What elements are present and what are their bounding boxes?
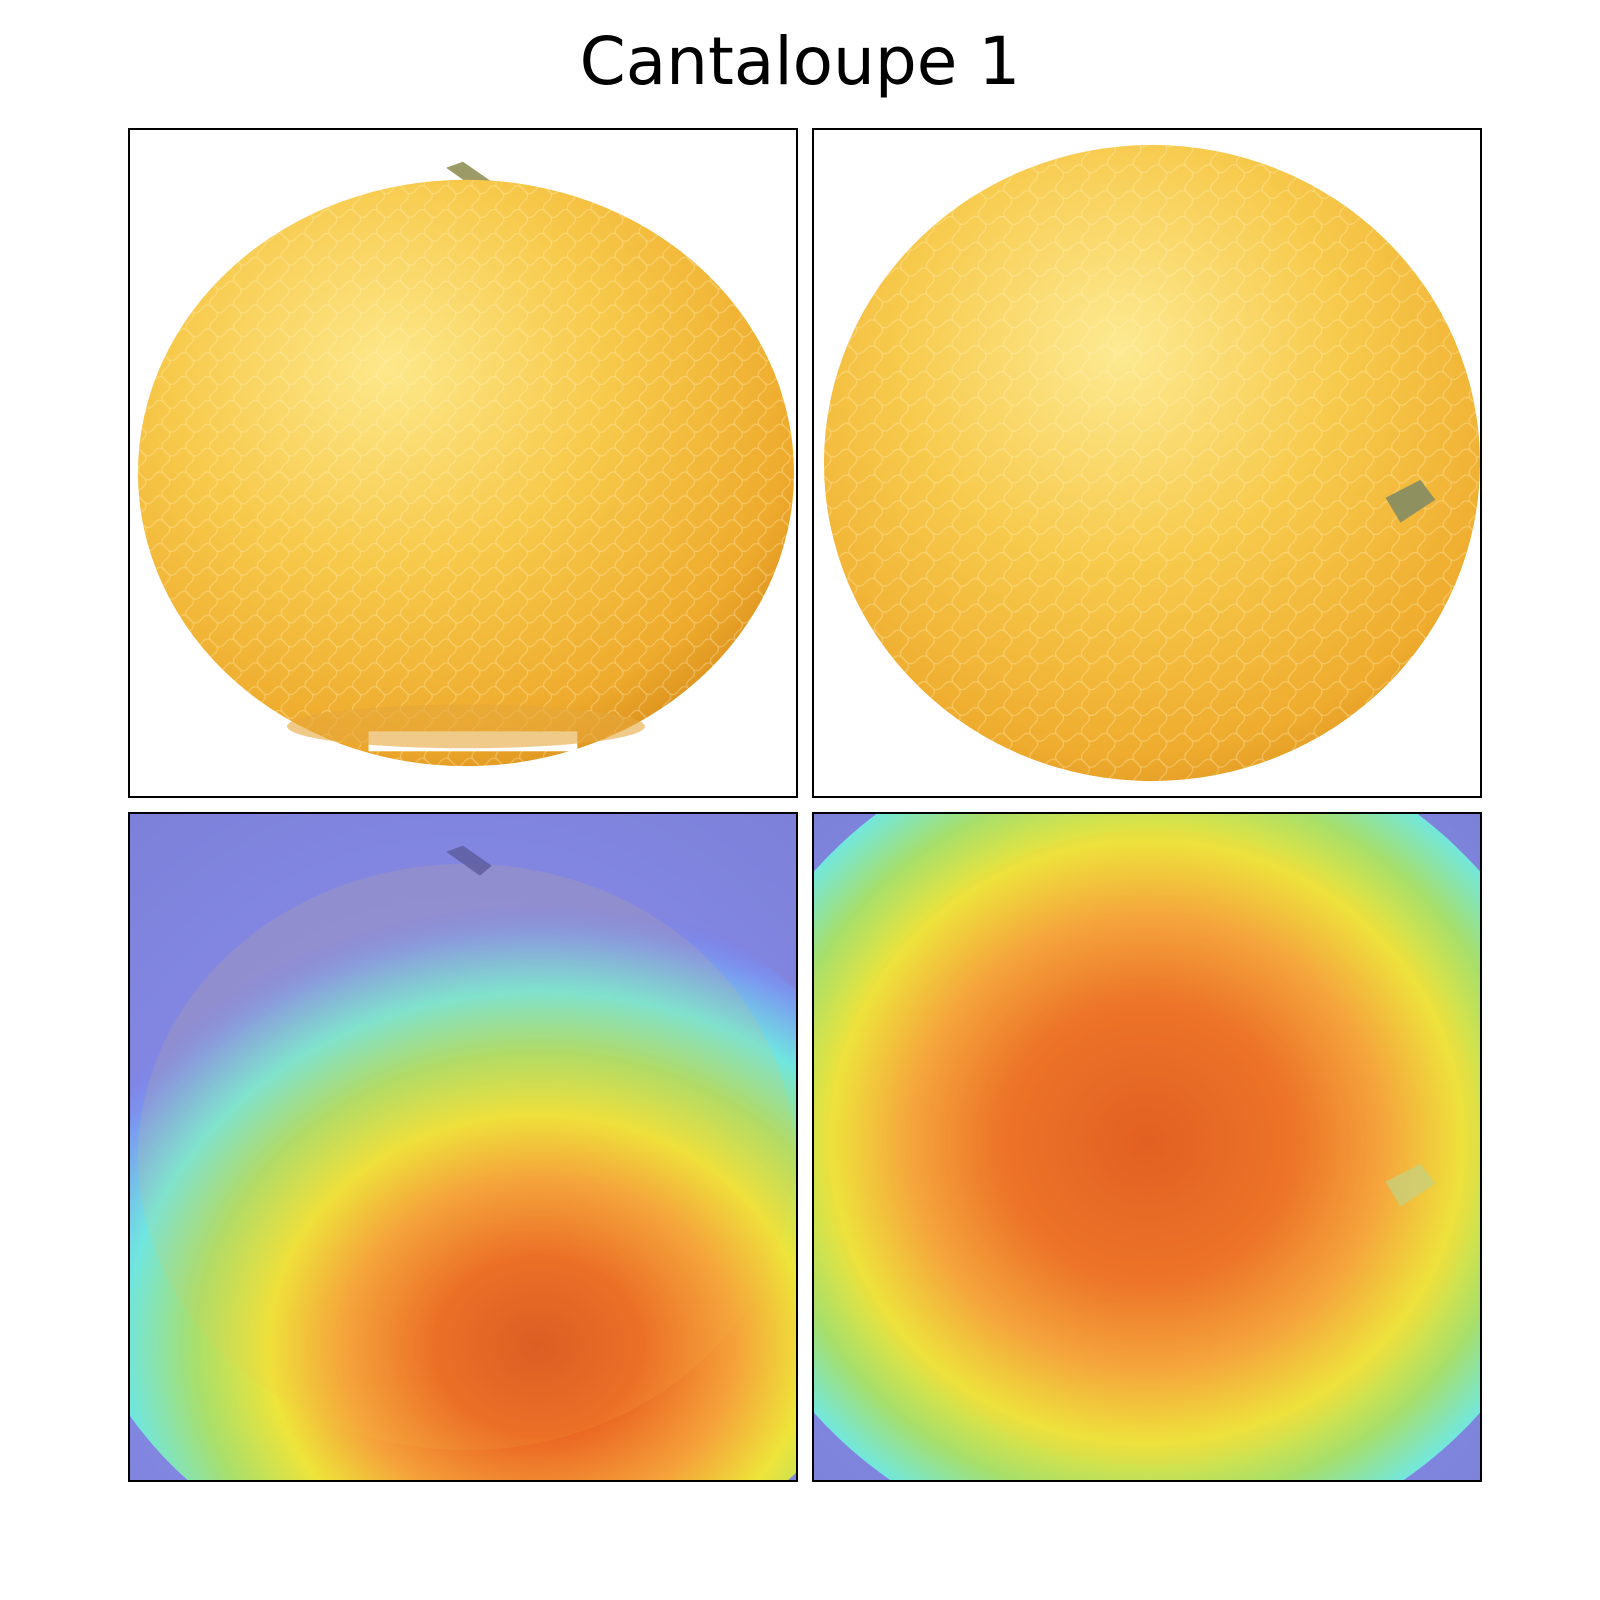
original-image-left [128,128,798,798]
stem [446,845,492,876]
original-image-right [812,128,1482,798]
heatmap-overlay-right [812,812,1482,1482]
cantaloupe-photo-right [814,130,1480,796]
heatmap-right [814,814,1480,1480]
figure-title: Cantaloupe 1 [579,23,1021,100]
heatmap-overlay-left [128,812,798,1482]
cantaloupe-photo-left [130,130,796,796]
stem [1385,479,1436,523]
heatmap-left [130,814,796,1480]
stem [1385,1163,1436,1207]
